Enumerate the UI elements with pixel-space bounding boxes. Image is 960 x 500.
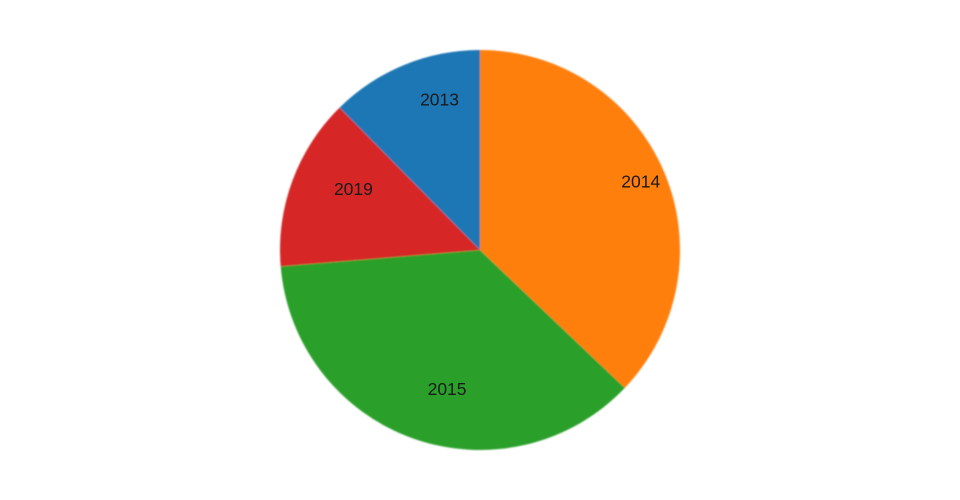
svg-text:2015: 2015 bbox=[428, 379, 467, 399]
svg-text:2019: 2019 bbox=[334, 179, 373, 199]
svg-text:2014: 2014 bbox=[621, 172, 660, 192]
svg-text:2013: 2013 bbox=[420, 90, 459, 110]
